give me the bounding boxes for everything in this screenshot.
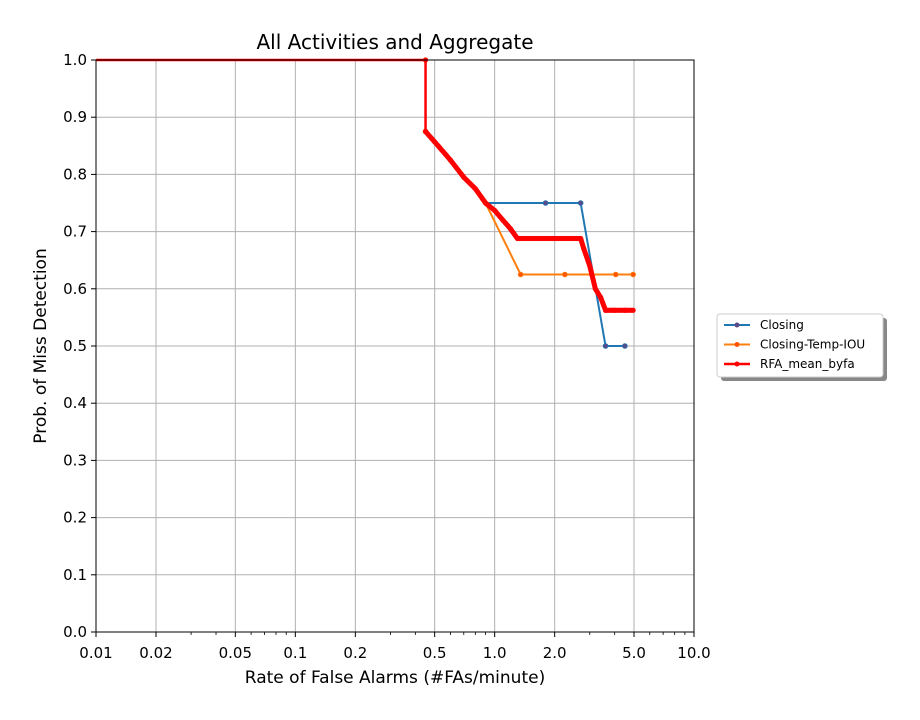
legend: Closing Closing-Temp-IOU RFA_mean_byfa — [716, 313, 887, 381]
x-tick-label: 0.02 — [139, 644, 172, 662]
y-tick-label: 0.1 — [63, 566, 87, 584]
series-marker-1 — [517, 271, 524, 278]
x-tick-label: 2.0 — [543, 644, 567, 662]
y-tick-label: 0.8 — [63, 165, 87, 183]
x-tick-label: 0.2 — [343, 644, 367, 662]
y-tick-label: 0.3 — [63, 451, 87, 469]
y-tick-label: 0.5 — [63, 337, 87, 355]
legend-label-1: Closing-Temp-IOU — [760, 338, 865, 352]
series-marker-0 — [577, 200, 584, 206]
series-marker-2 — [630, 307, 636, 313]
series-marker-1 — [630, 271, 636, 278]
x-tick-label: 0.01 — [79, 644, 112, 662]
y-tick-label: 0.7 — [63, 223, 87, 241]
x-tick-label: 1.0 — [483, 644, 507, 662]
legend-label-0: Closing — [760, 318, 804, 332]
y-tick-label: 0.6 — [63, 280, 87, 298]
x-tick-label: 0.1 — [283, 644, 307, 662]
legend-box — [716, 313, 884, 378]
y-axis-title: Prob. of Miss Detection — [31, 248, 51, 443]
legend-marker-1 — [734, 342, 740, 347]
series-marker-0 — [542, 200, 549, 206]
y-tick-label: 0.2 — [63, 509, 87, 527]
series-marker-0 — [602, 343, 609, 349]
series-marker-1 — [612, 271, 619, 278]
y-tick-label: 1.0 — [63, 51, 87, 69]
x-tick-label: 0.05 — [219, 644, 252, 662]
x-tick-label: 0.5 — [423, 644, 447, 662]
ticks: 0.01 0.02 0.05 0.1 0.2 0.5 1.0 2.0 5.0 10.0 0.0 0.1… — [63, 51, 711, 662]
y-tick-label: 0.4 — [63, 394, 87, 412]
series-marker-1 — [562, 271, 568, 278]
x-tick-label: 5.0 — [622, 644, 646, 662]
legend-marker-2 — [734, 361, 740, 367]
y-tick-label: 0.0 — [63, 623, 87, 641]
chart-title: All Activities and Aggregate — [257, 30, 534, 54]
x-axis-title: Rate of False Alarms (#FAs/minute) — [245, 668, 545, 688]
legend-marker-0 — [734, 322, 740, 328]
legend-items: Closing Closing-Temp-IOU RFA_mean_byfa — [724, 318, 865, 371]
x-tick-label: 10.0 — [677, 644, 710, 662]
y-tick-label: 0.9 — [63, 108, 87, 126]
legend-label-2: RFA_mean_byfa — [760, 357, 855, 371]
series-group — [96, 57, 636, 349]
series-marker-0 — [622, 343, 628, 349]
